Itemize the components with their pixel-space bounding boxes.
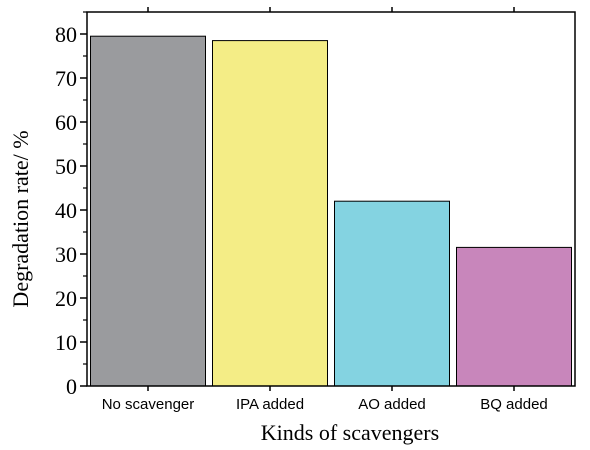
y-tick-label: 20 [55,286,77,311]
x-tick-label: IPA added [236,396,304,413]
x-axis-title: Kinds of scavengers [261,420,439,445]
x-tick-label: AO added [358,396,426,413]
y-tick-label: 10 [55,330,77,355]
y-tick-label: 0 [66,374,77,399]
bar-ipa-added [212,40,328,387]
x-tick-label: No scavenger [102,396,195,413]
y-tick-label: 30 [55,242,77,267]
y-tick-label: 60 [55,110,77,135]
plot-frame [86,11,576,387]
x-tick-label: BQ added [480,396,548,413]
y-tick-label: 40 [55,198,77,223]
bar-bq-added [456,246,572,387]
bar-no-scavenger [90,35,206,387]
y-tick-label: 50 [55,154,77,179]
y-axis-title: Degradation rate/ % [8,130,33,307]
bar-ao-added [334,200,450,387]
axis-layer: No scavenger IPA added AO added BQ added 0 10… [55,7,576,413]
y-tick-label: 70 [55,66,77,91]
y-tick-label: 80 [55,22,77,47]
bars-layer [90,35,572,387]
